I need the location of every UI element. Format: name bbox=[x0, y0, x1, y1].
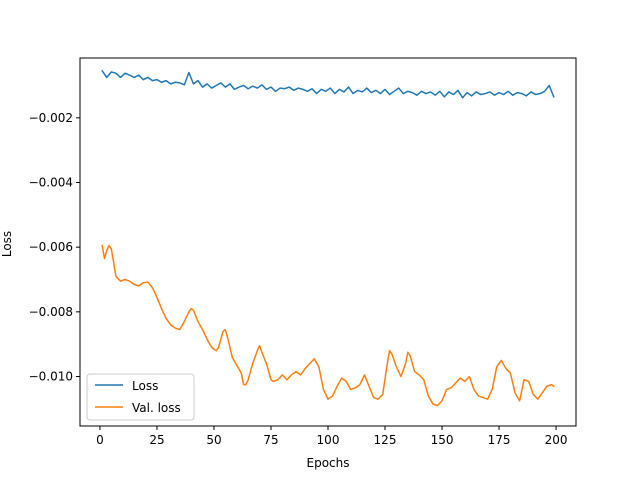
y-tick-label: −0.008 bbox=[29, 305, 73, 319]
x-tick-label: 150 bbox=[431, 433, 454, 447]
x-tick-label: 25 bbox=[149, 433, 164, 447]
x-tick-label: 100 bbox=[317, 433, 340, 447]
y-tick-label: −0.002 bbox=[29, 111, 73, 125]
x-tick-label: 75 bbox=[263, 433, 278, 447]
legend-label-loss: Loss bbox=[132, 379, 158, 393]
x-tick-label: 125 bbox=[374, 433, 397, 447]
plot-area bbox=[101, 69, 555, 407]
x-tick-label: 200 bbox=[545, 433, 568, 447]
y-tick-label: −0.006 bbox=[29, 240, 73, 254]
legend: Loss Val. loss bbox=[86, 373, 195, 421]
y-axis-label: Loss bbox=[0, 231, 14, 257]
axes: 0 25 50 75 100 125 150 175 200 −0.002 −0.004 −0.006… bbox=[29, 57, 577, 447]
series-line-val-loss bbox=[101, 244, 555, 407]
x-tick-label: 175 bbox=[488, 433, 511, 447]
y-tick-label: −0.004 bbox=[29, 175, 73, 189]
x-tick-label: 50 bbox=[206, 433, 221, 447]
x-tick-label: 0 bbox=[96, 433, 104, 447]
x-axis-label: Epochs bbox=[307, 456, 350, 470]
series-line-loss bbox=[101, 69, 555, 99]
legend-label-val-loss: Val. loss bbox=[132, 401, 181, 415]
y-tick-label: −0.010 bbox=[29, 370, 73, 384]
